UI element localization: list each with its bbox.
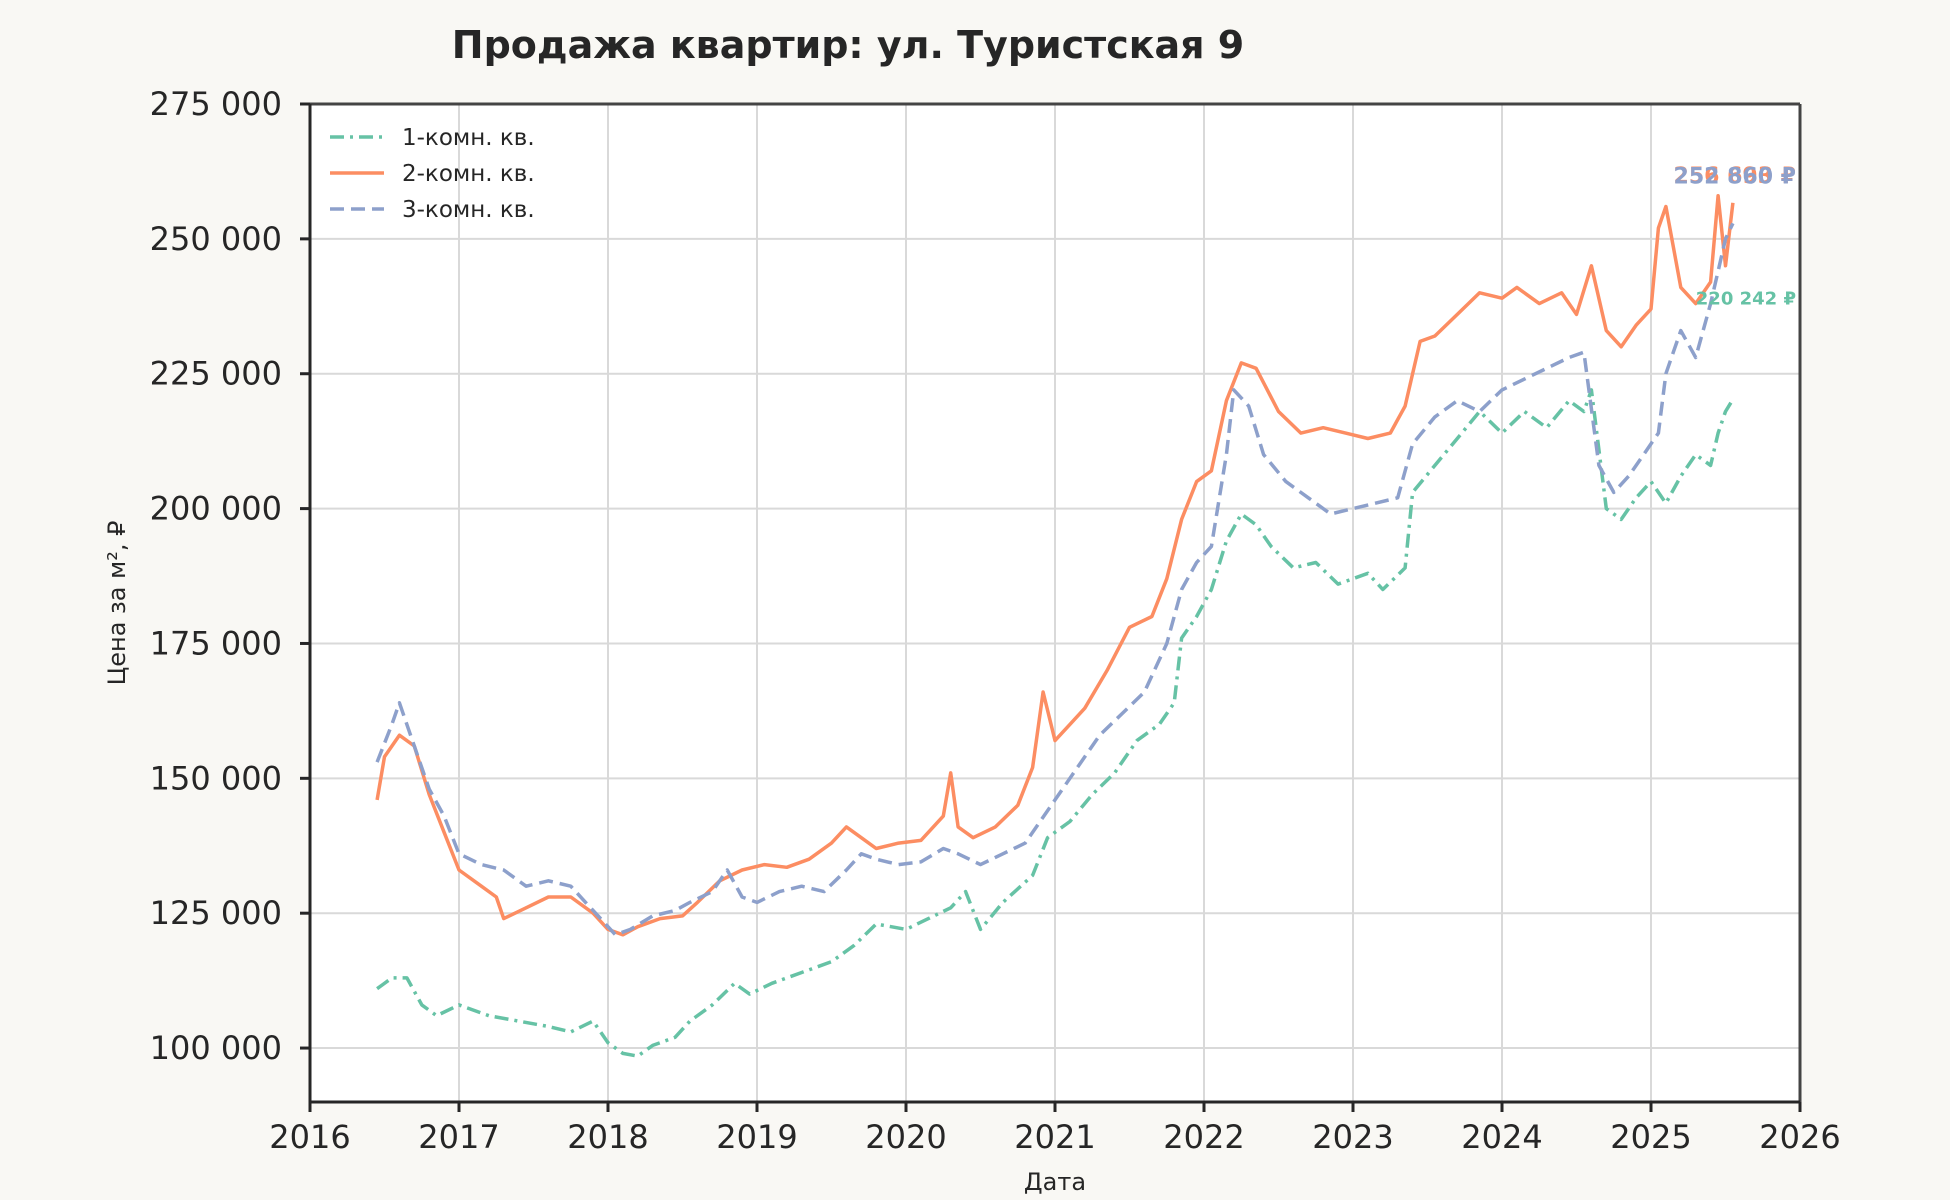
series-end-label: 252 860 ₽ xyxy=(1674,164,1796,189)
x-tick-label: 2017 xyxy=(418,1118,499,1156)
gridlines xyxy=(310,104,1800,1102)
y-tick-label: 125 000 xyxy=(150,894,282,932)
x-tick-label: 2022 xyxy=(1163,1118,1244,1156)
x-tick-label: 2018 xyxy=(567,1118,648,1156)
x-tick-label: 2023 xyxy=(1312,1118,1393,1156)
y-axis-label: Цена за м², ₽ xyxy=(103,521,131,686)
series-end-label: 220 242 ₽ xyxy=(1696,288,1796,309)
y-tick-label: 250 000 xyxy=(150,220,282,258)
series-lines xyxy=(375,193,1735,1058)
x-tick-label: 2025 xyxy=(1610,1118,1691,1156)
x-tick-label: 2026 xyxy=(1759,1118,1840,1156)
series-line xyxy=(376,388,1735,1058)
series-end-label: 256 693 ₽ xyxy=(1674,164,1796,189)
y-tick-label: 200 000 xyxy=(150,490,282,528)
x-tick-label: 2019 xyxy=(716,1118,797,1156)
legend-label: 3-комн. кв. xyxy=(402,197,535,223)
x-tick-label: 2016 xyxy=(269,1118,350,1156)
y-tick-label: 225 000 xyxy=(150,355,282,393)
series-line xyxy=(375,222,1735,937)
x-tick-label: 2021 xyxy=(1014,1118,1095,1156)
series-line xyxy=(375,193,1735,937)
legend-label: 1-комн. кв. xyxy=(402,125,535,151)
y-tick-label: 150 000 xyxy=(150,759,282,797)
chart-title: Продажа квартир: ул. Туристская 9 xyxy=(452,23,1244,67)
x-tick-label: 2024 xyxy=(1461,1118,1542,1156)
y-tick-label: 175 000 xyxy=(150,624,282,662)
legend: 1-комн. кв. 2-комн. кв. 3-комн. кв. xyxy=(330,125,535,223)
y-tick-label: 100 000 xyxy=(150,1029,282,1067)
end-value-labels: 220 242 ₽ 256 693 ₽252 860 ₽ xyxy=(1674,164,1796,310)
x-axis-label: Дата xyxy=(1024,1168,1086,1196)
x-axis-ticks: 2016 2017 2018 2019 2020 2021 2022 2023 2024 2025… xyxy=(269,1102,1841,1156)
y-axis-ticks: 100 000 125 000 150 000 175 000 200 000 225 0… xyxy=(150,85,310,1067)
y-tick-label: 275 000 xyxy=(150,85,282,123)
legend-label: 2-комн. кв. xyxy=(402,161,535,187)
x-tick-label: 2020 xyxy=(865,1118,946,1156)
